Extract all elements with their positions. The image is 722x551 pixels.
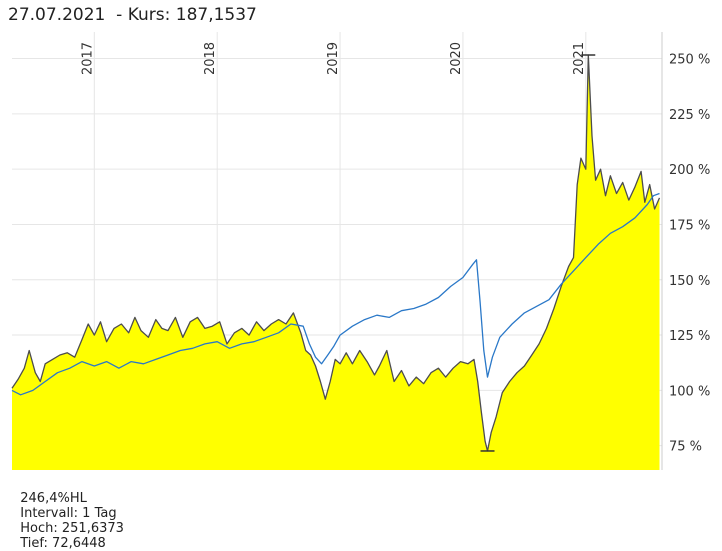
x-tick-label: 2021 <box>572 42 587 75</box>
tick-layer: 75 % 100 % 125 % 150 % 175 % 200 % 225 % 250 % 2… <box>80 42 710 455</box>
y-tick-label: 225 % <box>669 108 710 123</box>
area-layer <box>12 55 660 470</box>
footer-interval: Intervall: 1 Tag <box>20 506 117 521</box>
footer-change: 246,4%HL <box>20 491 87 506</box>
y-tick-label: 100 % <box>669 384 710 399</box>
chart-footer: 246,4%HL Intervall: 1 Tag Hoch: 251,6373… <box>12 476 146 551</box>
comparison-series-line <box>11 192 660 396</box>
x-tick-label: 2019 <box>326 42 341 75</box>
x-tick-label: 2017 <box>80 42 95 75</box>
header-date: 27.07.2021 <box>8 5 106 25</box>
y-tick-label: 200 % <box>669 163 710 178</box>
x-tick-label: 2018 <box>203 42 218 75</box>
y-tick-label: 175 % <box>669 218 710 233</box>
footer-low: Tief: 72,6448 <box>20 536 106 551</box>
y-tick-label: 75 % <box>669 440 702 455</box>
x-tick-label: 2020 <box>449 42 464 75</box>
chart-header: 27.07.2021 - Kurs: 187,1537 <box>8 5 257 25</box>
y-tick-label: 125 % <box>669 329 710 344</box>
line-layer <box>11 54 661 452</box>
y-tick-label: 150 % <box>669 274 710 289</box>
header-price: - Kurs: 187,1537 <box>116 5 257 25</box>
main-area <box>12 55 660 470</box>
price-chart[interactable]: 75 % 100 % 125 % 150 % 175 % 200 % 225 % 250 % 2… <box>0 0 722 501</box>
y-tick-label: 250 % <box>669 53 710 68</box>
footer-high: Hoch: 251,6373 <box>20 521 124 536</box>
main-series-line <box>11 54 661 452</box>
